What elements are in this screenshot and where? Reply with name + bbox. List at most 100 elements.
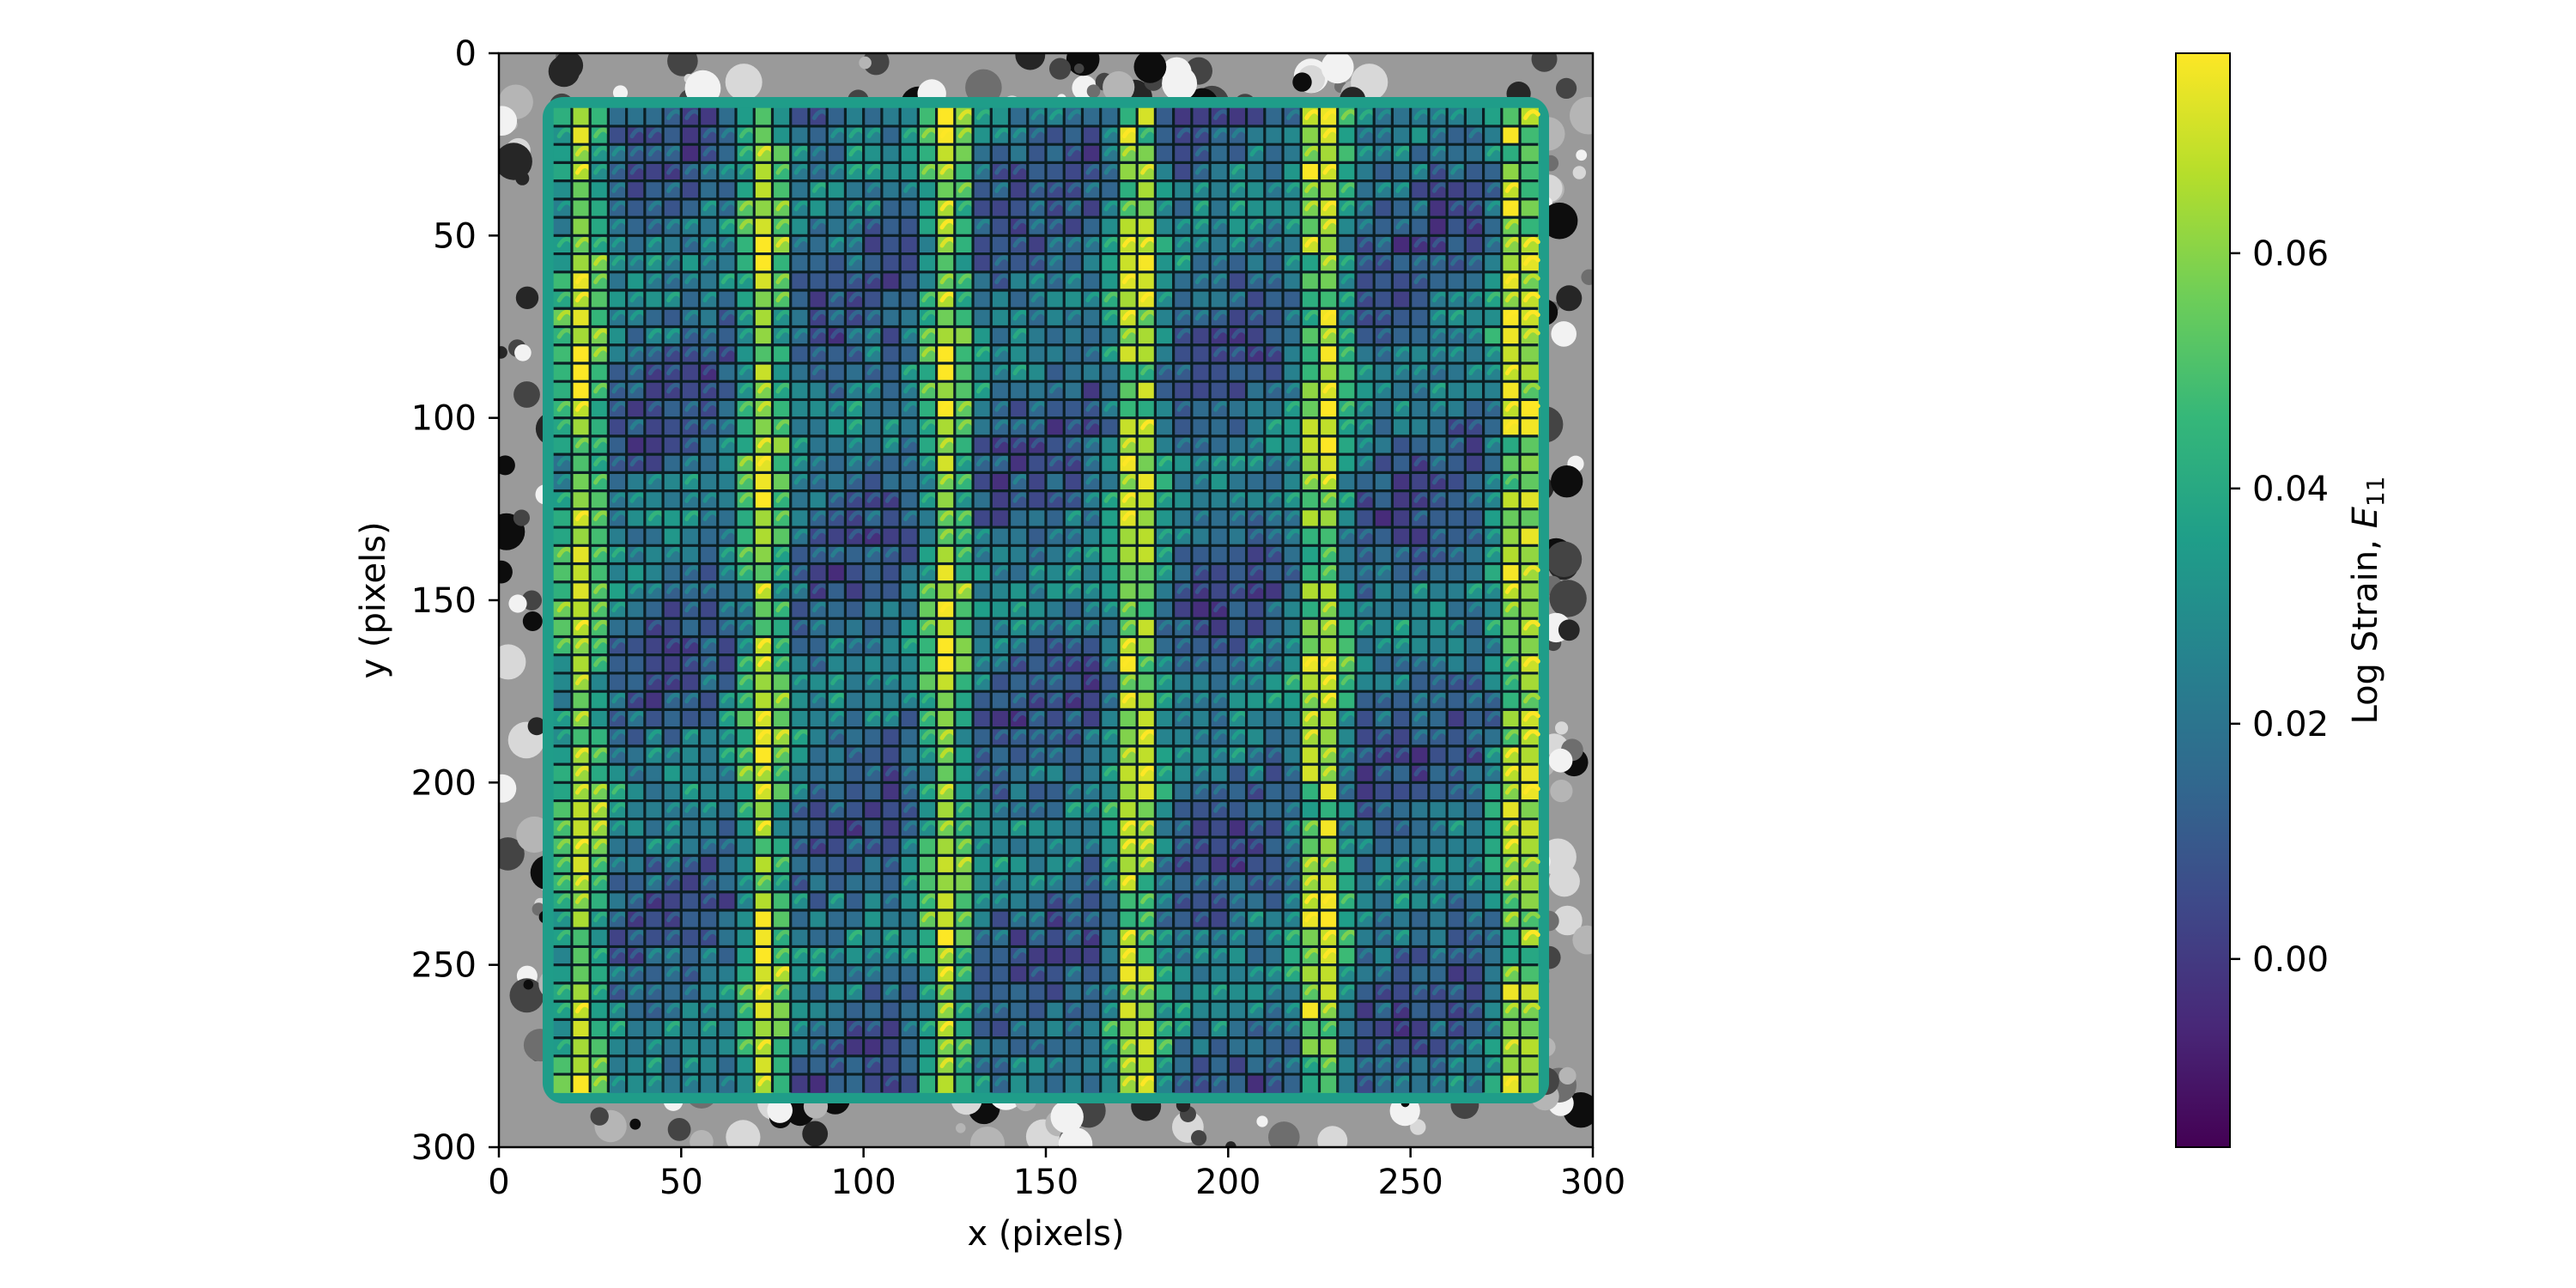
strain-cell	[881, 1001, 901, 1020]
strain-cell	[991, 545, 1011, 565]
strain-cell	[1465, 162, 1485, 182]
strain-cell	[1264, 946, 1284, 966]
strain-cell	[1374, 508, 1393, 528]
strain-cell	[681, 363, 701, 382]
strain-cell	[590, 727, 609, 747]
strain-cell	[1009, 271, 1029, 291]
strain-cell	[1137, 636, 1156, 656]
strain-cell	[954, 435, 974, 455]
strain-cell	[1009, 745, 1029, 765]
strain-cell	[1447, 472, 1466, 492]
speckle-blob	[1256, 1115, 1268, 1127]
strain-cell	[1501, 946, 1521, 966]
strain-cell	[991, 837, 1011, 856]
strain-cell	[827, 271, 846, 291]
strain-cell	[1064, 764, 1083, 783]
strain-cell	[1210, 508, 1229, 528]
speckle-blob	[956, 1123, 966, 1133]
strain-cell	[1319, 709, 1339, 729]
strain-cell	[626, 399, 646, 419]
strain-cell	[553, 654, 573, 674]
strain-cell	[717, 363, 737, 382]
strain-arc	[1522, 255, 1540, 266]
strain-cell	[736, 855, 755, 875]
strain-cell	[790, 855, 810, 875]
strain-cell	[1264, 818, 1284, 838]
strain-arc	[1522, 711, 1540, 722]
strain-cell	[1228, 144, 1248, 163]
strain-cell	[1374, 290, 1393, 309]
strain-cell	[717, 454, 737, 473]
strain-cell	[1027, 837, 1047, 856]
strain-cell	[881, 691, 901, 710]
strain-cell	[1155, 308, 1175, 328]
strain-cell	[663, 235, 682, 255]
strain-arc	[1522, 565, 1540, 576]
strain-cell	[1246, 928, 1266, 947]
strain-cell	[1191, 982, 1211, 1002]
strain-cell	[699, 107, 719, 127]
strain-cell	[1319, 527, 1339, 546]
strain-cell	[1465, 381, 1485, 400]
strain-cell	[590, 399, 609, 419]
strain-cell	[1082, 946, 1102, 966]
strain-cell	[1447, 381, 1466, 400]
strain-cell	[1501, 381, 1521, 400]
strain-cell	[1009, 527, 1029, 546]
strain-cell	[1337, 235, 1357, 255]
strain-cell	[1337, 636, 1357, 656]
strain-cell	[1501, 636, 1521, 656]
strain-cell	[1374, 855, 1393, 875]
strain-arc	[1522, 109, 1540, 120]
strain-cell	[1210, 235, 1229, 255]
strain-cell	[1483, 271, 1503, 291]
strain-cell	[790, 253, 810, 273]
strain-cell	[590, 764, 609, 783]
strain-cell	[1374, 271, 1393, 291]
strain-cell	[754, 472, 774, 492]
strain-cell	[918, 235, 938, 255]
strain-cell	[1410, 928, 1430, 947]
strain-cell	[1082, 709, 1102, 729]
strain-cell	[954, 891, 974, 911]
strain-cell	[681, 527, 701, 546]
strain-cell	[663, 527, 682, 546]
strain-cell	[1137, 709, 1156, 729]
strain-cell	[736, 253, 755, 273]
strain-cell	[863, 563, 883, 583]
strain-cell	[1410, 472, 1430, 492]
strain-cell	[973, 563, 992, 583]
strain-cell	[736, 928, 755, 947]
strain-cell	[1301, 800, 1321, 820]
strain-cell	[881, 800, 901, 820]
strain-cell	[1319, 964, 1339, 984]
strain-cell	[1520, 198, 1539, 218]
strain-cell	[1501, 326, 1521, 346]
strain-cell	[863, 399, 883, 419]
strain-cell	[1428, 563, 1448, 583]
strain-cell	[1356, 691, 1375, 710]
strain-cell	[1155, 125, 1175, 145]
strain-cell	[1100, 563, 1120, 583]
strain-cell	[1228, 1019, 1248, 1039]
strain-cell	[772, 782, 792, 802]
strain-cell	[663, 435, 682, 455]
strain-cell	[1520, 454, 1539, 473]
strain-cell	[1246, 253, 1266, 273]
strain-cell	[1137, 800, 1156, 820]
strain-cell	[900, 107, 919, 127]
speckle-blob	[1551, 465, 1583, 498]
strain-cell	[571, 910, 591, 929]
speckle-blob	[521, 590, 542, 611]
strain-cell	[918, 363, 938, 382]
strain-cell	[1465, 800, 1485, 820]
speckle-blob	[1556, 77, 1577, 99]
strain-cell	[1118, 253, 1138, 273]
strain-cell	[717, 472, 737, 492]
strain-cell	[1301, 162, 1321, 182]
strain-cell	[1374, 672, 1393, 692]
strain-cell	[1155, 709, 1175, 729]
strain-cell	[1064, 672, 1083, 692]
strain-cell	[1210, 198, 1229, 218]
strain-cell	[954, 563, 974, 583]
